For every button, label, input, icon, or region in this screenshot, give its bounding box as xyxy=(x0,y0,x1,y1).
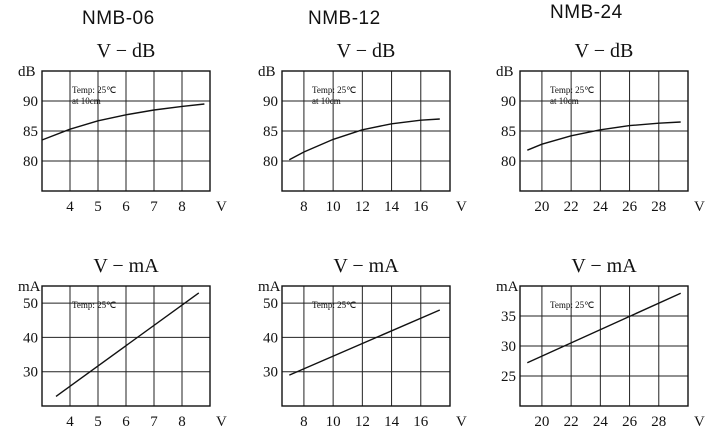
x-tick-label: 22 xyxy=(564,199,579,215)
y-tick-label: 50 xyxy=(263,296,278,312)
plot-frame xyxy=(41,285,211,407)
x-tick-label: 8 xyxy=(300,414,308,430)
chart-nmb06-v-db: V − dB dB 4 5 6 7 8 V 80 85 90 Temp: 25℃at 10cm xyxy=(18,40,227,215)
x-tick-label: 24 xyxy=(593,199,609,215)
x-tick-label: 16 xyxy=(413,414,429,430)
series-line xyxy=(55,292,200,397)
x-tick-label: 20 xyxy=(534,199,549,215)
condition-note: Temp: 25℃ xyxy=(72,300,116,310)
x-tick-label: 12 xyxy=(355,199,370,215)
chart-title: V − dB xyxy=(97,40,156,62)
condition-note: at 10cm xyxy=(550,96,579,106)
series-line xyxy=(527,121,681,151)
x-tick-label: 22 xyxy=(564,414,579,430)
y-tick-label: 90 xyxy=(263,94,278,110)
chart-nmb12-v-ma: V − mA mA 8 10 12 14 16 V 30 40 50 Temp: 25℃ xyxy=(258,255,467,430)
x-tick-label: 5 xyxy=(94,414,102,430)
y-tick-label: 85 xyxy=(501,124,516,140)
plot-frame xyxy=(281,285,451,407)
x-tick-label: 6 xyxy=(122,199,130,215)
chart-title: V − mA xyxy=(93,255,159,277)
series-line xyxy=(289,309,441,376)
y-tick-label: 30 xyxy=(501,339,516,355)
x-unit-label: V xyxy=(456,199,467,215)
x-unit-label: V xyxy=(216,414,227,430)
x-tick-label: 28 xyxy=(651,414,666,430)
y-tick-label: 85 xyxy=(23,124,38,140)
plot-frame xyxy=(281,70,451,192)
plot-frame xyxy=(41,70,211,192)
model-label-nmb-06: NMB-06 xyxy=(82,8,155,29)
y-tick-label: 80 xyxy=(263,154,278,170)
x-tick-label: 20 xyxy=(534,414,549,430)
y-unit-label: dB xyxy=(18,64,36,80)
y-tick-label: 25 xyxy=(501,369,516,385)
y-tick-label: 90 xyxy=(23,94,38,110)
chart-title: V − dB xyxy=(575,40,634,62)
y-unit-label: dB xyxy=(496,64,514,80)
y-tick-label: 85 xyxy=(263,124,278,140)
plot-frame xyxy=(519,70,689,192)
model-label-nmb-24: NMB-24 xyxy=(550,2,623,23)
y-unit-label: dB xyxy=(258,64,276,80)
x-tick-label: 4 xyxy=(66,414,74,430)
y-tick-label: 50 xyxy=(23,296,38,312)
y-unit-label: mA xyxy=(258,279,281,295)
series-line xyxy=(288,118,440,161)
x-tick-label: 10 xyxy=(326,414,341,430)
chart-title: V − mA xyxy=(333,255,399,277)
condition-note: Temp: 25℃ xyxy=(550,85,594,95)
x-tick-label: 10 xyxy=(326,199,341,215)
chart-nmb24-v-ma: V − mA mA 20 22 24 26 28 V 25 30 35 Temp: 25℃ xyxy=(496,255,705,430)
x-tick-label: 8 xyxy=(178,199,186,215)
x-tick-label: 7 xyxy=(150,414,158,430)
x-tick-label: 7 xyxy=(150,199,158,215)
x-tick-label: 16 xyxy=(413,199,429,215)
x-tick-label: 12 xyxy=(355,414,370,430)
x-tick-label: 6 xyxy=(122,414,130,430)
chart-nmb06-v-ma: V − mA mA 4 5 6 7 8 V 30 40 50 Temp: 25℃ xyxy=(18,255,227,430)
chart-nmb12-v-db: V − dB dB 8 10 12 14 16 V 80 85 90 Temp: 25℃at 10cm xyxy=(258,40,467,215)
chart-nmb24-v-db: V − dB dB 20 22 24 26 28 V 80 85 90 Temp: 25℃at 10c… xyxy=(496,40,705,215)
x-tick-label: 5 xyxy=(94,199,102,215)
model-label-nmb-12: NMB-12 xyxy=(308,8,381,29)
condition-note: Temp: 25℃ xyxy=(72,85,116,95)
x-tick-label: 14 xyxy=(384,414,400,430)
y-tick-label: 80 xyxy=(501,154,516,170)
y-tick-label: 30 xyxy=(23,365,38,381)
x-unit-label: V xyxy=(216,199,227,215)
x-unit-label: V xyxy=(456,414,467,430)
x-tick-label: 8 xyxy=(300,199,308,215)
chart-title: V − dB xyxy=(337,40,396,62)
condition-note: at 10cm xyxy=(312,96,341,106)
y-tick-label: 40 xyxy=(23,330,38,346)
y-tick-label: 40 xyxy=(263,330,278,346)
condition-note: Temp: 25℃ xyxy=(312,300,356,310)
x-unit-label: V xyxy=(694,414,705,430)
x-unit-label: V xyxy=(694,199,705,215)
x-tick-label: 24 xyxy=(593,414,609,430)
x-tick-label: 4 xyxy=(66,199,74,215)
y-unit-label: mA xyxy=(496,279,519,295)
plot-frame xyxy=(519,285,689,407)
condition-note: at 10cm xyxy=(72,96,101,106)
x-tick-label: 26 xyxy=(622,414,638,430)
x-tick-label: 26 xyxy=(622,199,638,215)
x-tick-label: 8 xyxy=(178,414,186,430)
y-tick-label: 30 xyxy=(263,365,278,381)
condition-note: Temp: 25℃ xyxy=(312,85,356,95)
series-line xyxy=(527,292,681,364)
series-line xyxy=(41,103,205,141)
y-tick-label: 80 xyxy=(23,154,38,170)
y-tick-label: 35 xyxy=(501,309,516,325)
x-tick-label: 28 xyxy=(651,199,666,215)
condition-note: Temp: 25℃ xyxy=(550,300,594,310)
y-unit-label: mA xyxy=(18,279,41,295)
y-tick-label: 90 xyxy=(501,94,516,110)
x-tick-label: 14 xyxy=(384,199,400,215)
chart-title: V − mA xyxy=(571,255,637,277)
